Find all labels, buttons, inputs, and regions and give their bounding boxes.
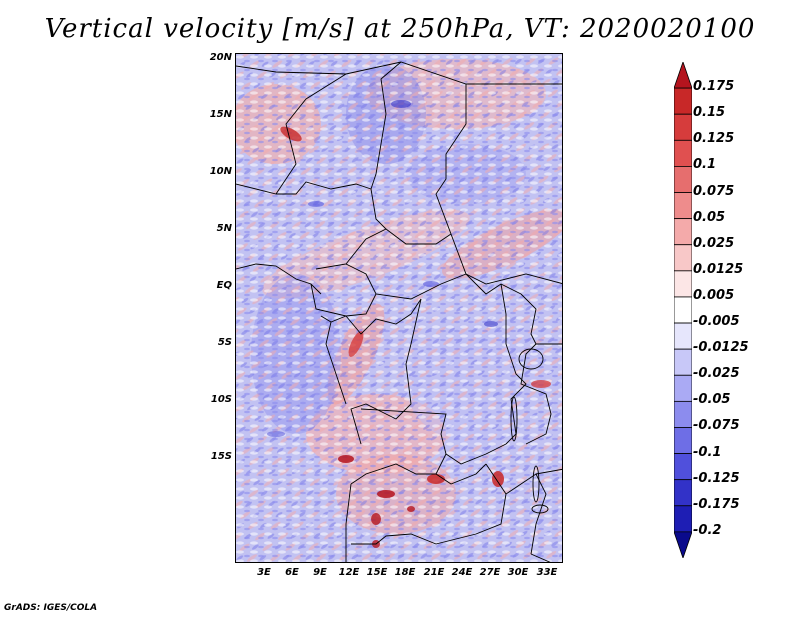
- colorbar-segment: [674, 192, 692, 220]
- colorbar-segment: [674, 244, 692, 272]
- lat-label-5S: 5S: [217, 337, 232, 348]
- colorbar-label: 0.05: [693, 209, 726, 225]
- colorbar-label: 0.175: [693, 79, 735, 95]
- lon-label-27E: 27E: [479, 567, 501, 578]
- colorbar-segment: [674, 296, 692, 324]
- lon-label-6E: 6E: [285, 567, 299, 578]
- lon-label-30E: 30E: [507, 567, 529, 578]
- colorbar-label: -0.1: [693, 444, 722, 460]
- colorbar-label: 0.0125: [693, 261, 744, 277]
- lon-label-24E: 24E: [451, 567, 473, 578]
- colorbar-segment: [674, 113, 692, 141]
- lon-label-3E: 3E: [257, 567, 271, 578]
- colorbar-segment: [674, 62, 692, 89]
- colorbar-label: -0.175: [693, 496, 740, 512]
- lon-label-9E: 9E: [313, 567, 327, 578]
- colorbar-segment: [674, 374, 692, 402]
- strong-updraft-cores: [280, 126, 551, 548]
- lat-label-5N: 5N: [216, 223, 232, 234]
- colorbar-label: -0.025: [693, 366, 740, 382]
- strong-downdraft-cores: [267, 100, 498, 437]
- lon-label-18E: 18E: [394, 567, 416, 578]
- colorbar-label: 0.1: [693, 157, 717, 173]
- colorbar-label: -0.125: [693, 470, 740, 486]
- lat-label-10N: 10N: [209, 166, 232, 177]
- colorbar-segment: [674, 87, 692, 115]
- lat-label-10S: 10S: [210, 394, 232, 405]
- map-title: Vertical velocity [m/s] at 250hPa, VT: 2…: [44, 14, 756, 44]
- colorbar-segment: [674, 531, 692, 558]
- colorbar-segment: [674, 453, 692, 481]
- colorbar-label: 0.125: [693, 131, 735, 147]
- colorbar-segment: [674, 479, 692, 507]
- colorbar-label: 0.025: [693, 235, 735, 251]
- lon-label-12E: 12E: [338, 567, 360, 578]
- colorbar-segment: [674, 348, 692, 376]
- lat-label-15S: 15S: [210, 451, 232, 462]
- lon-label-21E: 21E: [423, 567, 445, 578]
- colorbar-label: 0.075: [693, 183, 735, 199]
- map-field: [235, 53, 563, 563]
- colorbar-segment: [674, 400, 692, 428]
- colorbar-segment: [674, 427, 692, 454]
- lat-label-20N: 20N: [209, 52, 232, 63]
- colorbar-label: -0.005: [693, 314, 740, 330]
- colorbar-segments: [674, 62, 692, 558]
- colorbar-segment: [674, 139, 692, 167]
- colorbar-label: -0.075: [693, 418, 740, 434]
- lon-label-15E: 15E: [366, 567, 388, 578]
- colorbar-label: -0.2: [693, 522, 722, 538]
- colorbar-label: 0.15: [693, 105, 726, 121]
- borders: [236, 61, 562, 562]
- lon-label-33E: 33E: [536, 567, 558, 578]
- colorbar-segment: [674, 270, 692, 298]
- colorbar-label: 0.005: [693, 287, 735, 303]
- colorbar-label: -0.0125: [693, 340, 749, 356]
- colorbar-segment: [674, 218, 692, 246]
- velocity-field-svg: [236, 54, 562, 562]
- colorbar: [674, 62, 692, 558]
- colorbar-segment: [674, 166, 692, 193]
- lat-label-EQ: EQ: [216, 280, 232, 291]
- colorbar-segment: [674, 322, 692, 350]
- lat-label-15N: 15N: [209, 109, 232, 120]
- colorbar-label: -0.05: [693, 392, 731, 408]
- colorbar-segment: [674, 505, 692, 533]
- grads-credit: GrADS: IGES/COLA: [4, 603, 98, 613]
